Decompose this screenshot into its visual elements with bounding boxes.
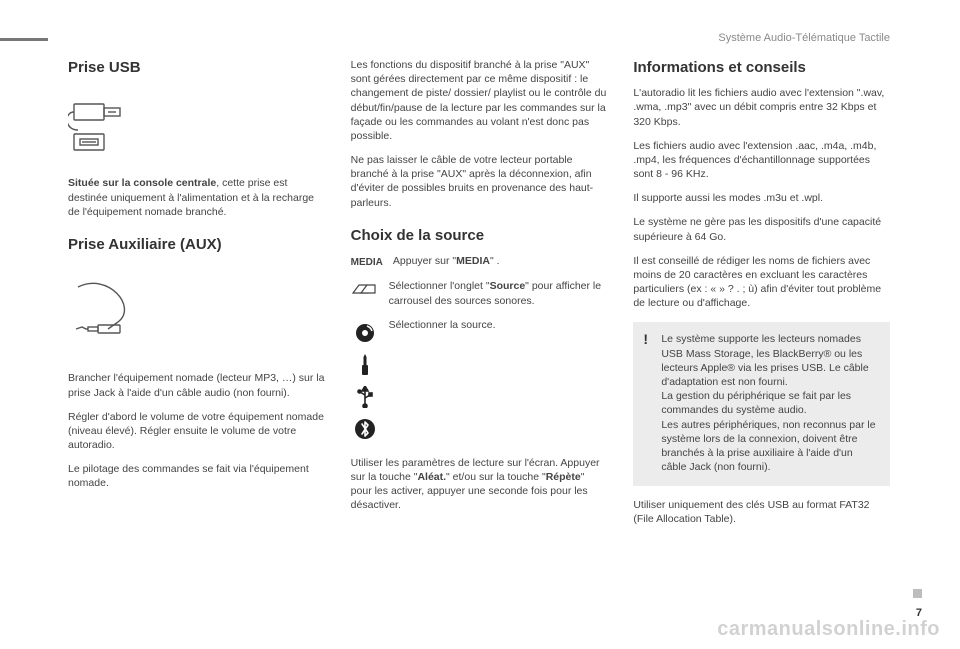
page-indicator: 7 <box>913 589 922 619</box>
column-3: Informations et conseils L'autoradio lit… <box>633 58 890 609</box>
info-p3: Il supporte aussi les modes .m3u et .wpl… <box>633 191 890 205</box>
usb-icon <box>357 386 373 408</box>
aux-p1: Brancher l'équipement nomade (lecteur MP… <box>68 371 325 399</box>
media-label: MEDIA <box>351 256 383 270</box>
section-header: Système Audio-Télématique Tactile <box>718 32 890 44</box>
select-source-text: Sélectionner la source. <box>389 318 608 332</box>
page-columns: Prise USB Située sur la console centrale… <box>68 58 890 609</box>
heading-source: Choix de la source <box>351 226 608 246</box>
info-box-body: Le système supporte les lecteurs nomades… <box>645 332 878 474</box>
info-p2: Les fichiers audio avec l'extension .aac… <box>633 139 890 182</box>
source-word: Source <box>490 280 526 292</box>
jack-icon <box>357 354 373 376</box>
media-text: Appuyer sur "MEDIA" . <box>393 254 607 268</box>
tab-icon <box>351 279 379 297</box>
info-p6: Utiliser uniquement des clés USB au form… <box>633 498 890 526</box>
aux-illustration <box>68 267 208 357</box>
aux-p2: Régler d'abord le volume de votre équipe… <box>68 410 325 453</box>
disc-icon <box>354 322 376 344</box>
usb-illustration <box>68 90 208 162</box>
media-word: MEDIA <box>456 255 490 267</box>
source-text: Sélectionner l'onglet "Source" pour affi… <box>389 279 608 307</box>
media-post: " . <box>490 255 500 267</box>
media-pre: Appuyer sur " <box>393 255 456 267</box>
info-callout-box: ! Le système supporte les lecteurs nomad… <box>633 322 890 486</box>
heading-usb: Prise USB <box>68 58 325 78</box>
footer-mid: " et/ou sur la touche " <box>446 471 546 483</box>
row-media: MEDIA Appuyer sur "MEDIA" . <box>351 254 608 270</box>
info-p4: Le système ne gère pas les dispositifs d… <box>633 215 890 243</box>
column-2: Les fonctions du dispositif branché à la… <box>351 58 608 609</box>
row-select-source: Sélectionner la source. <box>351 318 608 446</box>
info-p1: L'autoradio lit les fichiers audio avec … <box>633 86 890 129</box>
info-p5: Il est conseillé de rédiger les noms de … <box>633 254 890 311</box>
top-rule <box>0 38 48 41</box>
media-icon: MEDIA <box>351 254 383 270</box>
exclamation-icon: ! <box>643 330 648 349</box>
usb-paragraph: Située sur la console centrale, cette pr… <box>68 176 325 219</box>
heading-aux: Prise Auxiliaire (AUX) <box>68 235 325 255</box>
watermark: carmanualsonline.info <box>717 618 940 641</box>
row-source-tab: Sélectionner l'onglet "Source" pour affi… <box>351 279 608 307</box>
source-icons-col <box>351 318 379 446</box>
usb-lead: Située sur la console centrale <box>68 177 216 189</box>
footer-repete: Répète <box>546 471 581 483</box>
bluetooth-icon <box>354 418 376 440</box>
footer-aleat: Aléat. <box>417 471 446 483</box>
aux-p3: Le pilotage des commandes se fait via l'… <box>68 462 325 490</box>
aux-func-p2: Ne pas laisser le câble de votre lecteur… <box>351 153 608 210</box>
playback-footer: Utiliser les paramètres de lecture sur l… <box>351 456 608 513</box>
heading-info: Informations et conseils <box>633 58 890 78</box>
source-pre: Sélectionner l'onglet " <box>389 280 490 292</box>
column-1: Prise USB Située sur la console centrale… <box>68 58 325 609</box>
page-marker-square <box>913 589 922 598</box>
aux-func-p1: Les fonctions du dispositif branché à la… <box>351 58 608 143</box>
